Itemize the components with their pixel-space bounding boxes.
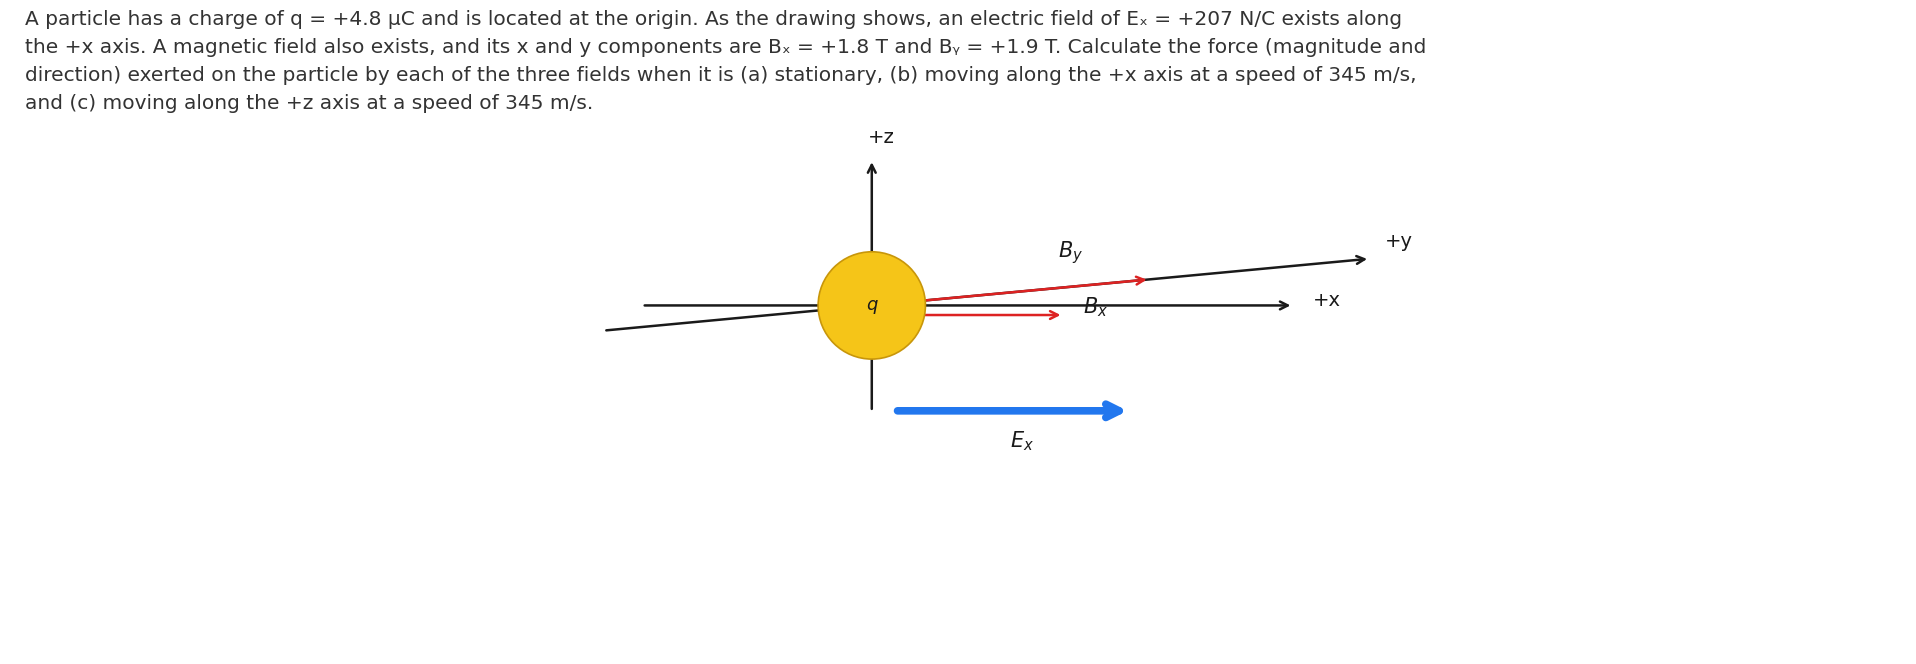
Text: $B_x$: $B_x$: [1083, 295, 1107, 319]
Text: +y: +y: [1385, 232, 1414, 251]
Text: q: q: [866, 296, 878, 315]
Text: +z: +z: [868, 128, 895, 147]
Text: A particle has a charge of q = +4.8 μC and is located at the origin. As the draw: A particle has a charge of q = +4.8 μC a…: [25, 10, 1426, 113]
Text: +x: +x: [1312, 291, 1341, 309]
Text: $E_x$: $E_x$: [1010, 430, 1035, 453]
Text: $B_y$: $B_y$: [1058, 239, 1083, 266]
Ellipse shape: [818, 252, 925, 359]
